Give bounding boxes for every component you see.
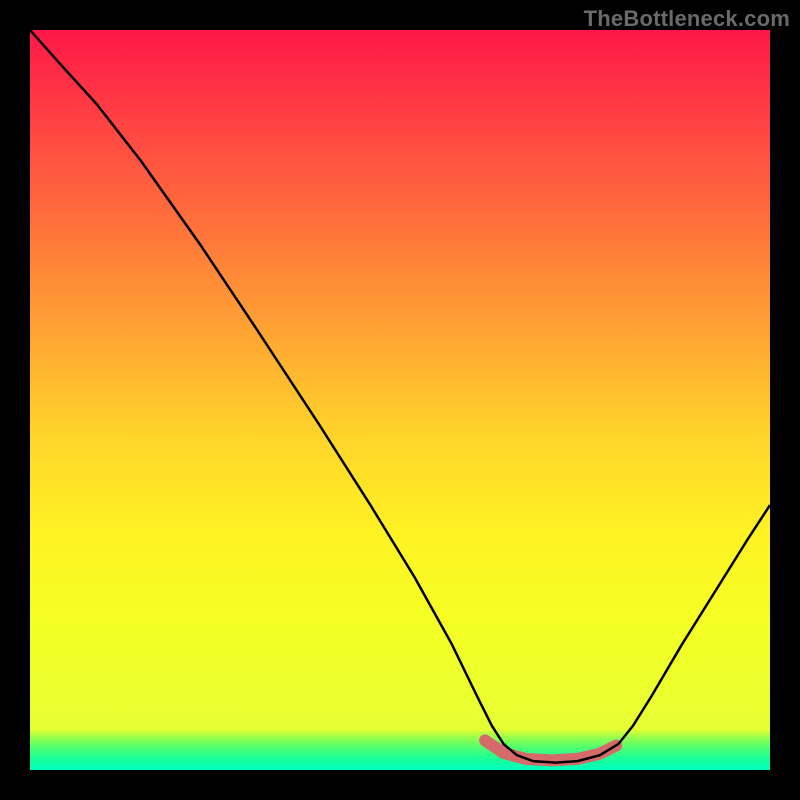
chart-frame: TheBottleneck.com xyxy=(0,0,800,800)
plot-svg xyxy=(30,30,770,770)
watermark-text: TheBottleneck.com xyxy=(584,6,790,32)
plot-area xyxy=(30,30,770,770)
gradient-background xyxy=(30,30,770,770)
